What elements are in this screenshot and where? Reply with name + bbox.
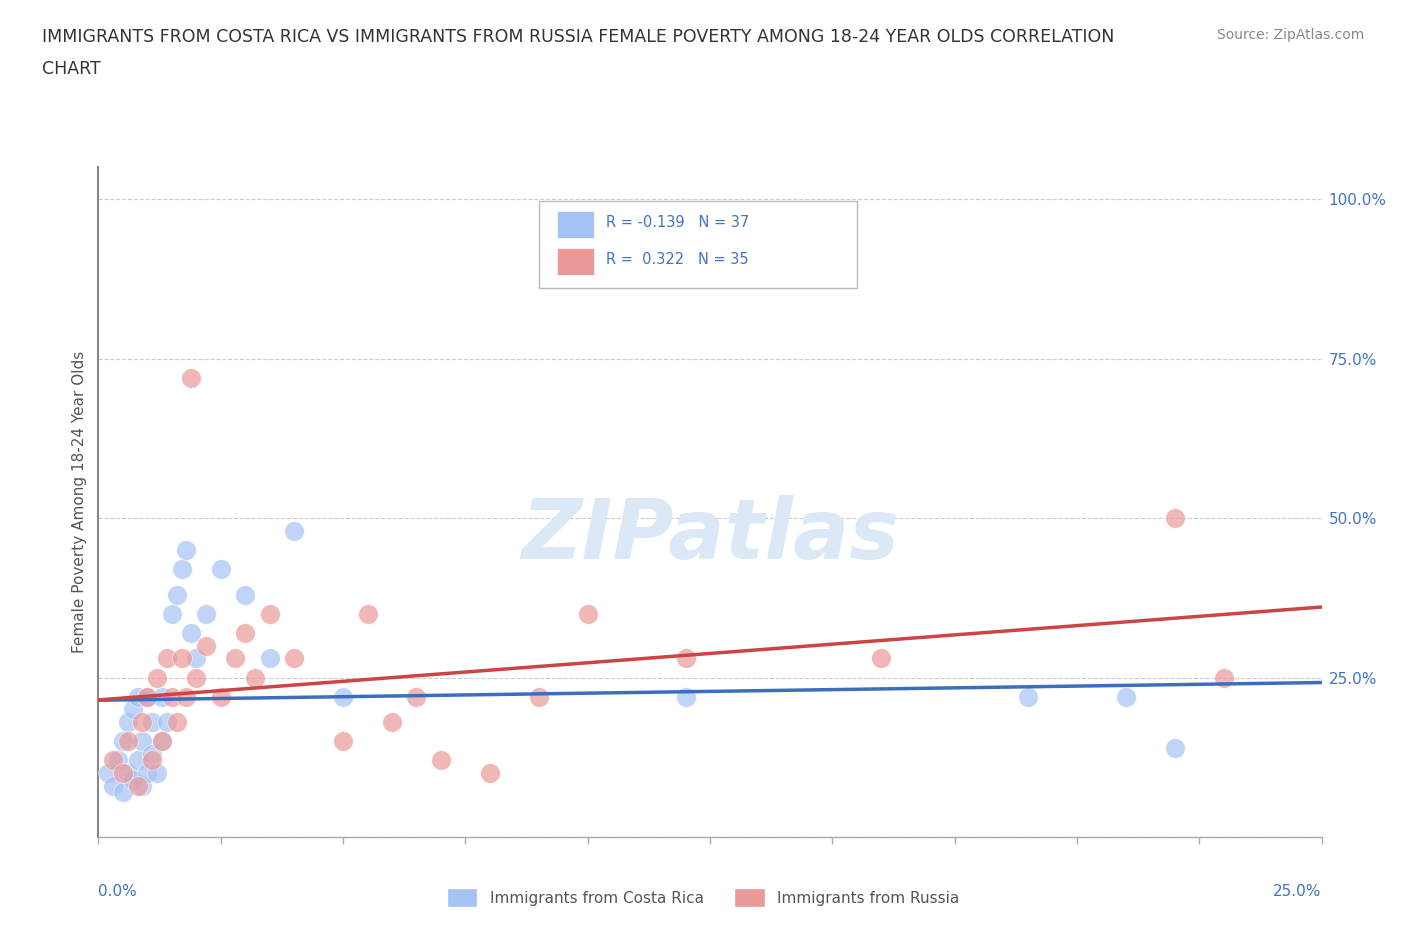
Text: ZIPatlas: ZIPatlas	[522, 495, 898, 577]
Point	[160, 689, 183, 704]
Point	[166, 587, 188, 602]
Point	[117, 765, 139, 780]
Point	[131, 778, 153, 793]
Point	[166, 715, 188, 730]
Text: 25.0%: 25.0%	[1274, 884, 1322, 899]
Point	[675, 689, 697, 704]
Point	[121, 702, 143, 717]
Point	[283, 651, 305, 666]
Point	[176, 689, 198, 704]
Point	[405, 689, 427, 704]
Point	[186, 671, 208, 685]
Point	[527, 689, 550, 704]
Text: 0.0%: 0.0%	[98, 884, 138, 899]
Text: CHART: CHART	[42, 60, 101, 78]
Point	[233, 587, 256, 602]
Point	[111, 734, 134, 749]
Point	[117, 734, 139, 749]
Point	[111, 785, 134, 800]
Point	[180, 370, 202, 385]
Bar	[557, 211, 593, 238]
Point	[101, 778, 124, 793]
Point	[170, 651, 193, 666]
Point	[870, 651, 893, 666]
Point	[146, 671, 169, 685]
Point	[1115, 689, 1137, 704]
Point	[332, 689, 354, 704]
Point	[209, 562, 232, 577]
Text: IMMIGRANTS FROM COSTA RICA VS IMMIGRANTS FROM RUSSIA FEMALE POVERTY AMONG 18-24 : IMMIGRANTS FROM COSTA RICA VS IMMIGRANTS…	[42, 28, 1115, 46]
Point	[430, 753, 453, 768]
Bar	[557, 247, 593, 274]
Point	[107, 753, 129, 768]
Y-axis label: Female Poverty Among 18-24 Year Olds: Female Poverty Among 18-24 Year Olds	[72, 352, 87, 654]
Point	[259, 606, 281, 621]
Point	[1164, 740, 1187, 755]
Point	[141, 715, 163, 730]
Point	[209, 689, 232, 704]
Point	[170, 562, 193, 577]
Point	[195, 606, 218, 621]
Point	[381, 715, 404, 730]
Point	[141, 747, 163, 762]
Point	[356, 606, 378, 621]
Point	[1017, 689, 1039, 704]
Point	[1164, 511, 1187, 525]
Point	[233, 626, 256, 641]
Point	[136, 689, 159, 704]
Point	[176, 542, 198, 557]
Point	[141, 753, 163, 768]
Point	[243, 671, 266, 685]
Point	[150, 734, 173, 749]
Point	[478, 765, 501, 780]
Text: R = -0.139   N = 37: R = -0.139 N = 37	[606, 216, 749, 231]
Point	[121, 772, 143, 787]
Point	[127, 689, 149, 704]
Point	[136, 689, 159, 704]
Legend: Immigrants from Costa Rica, Immigrants from Russia: Immigrants from Costa Rica, Immigrants f…	[440, 883, 966, 913]
Point	[117, 715, 139, 730]
Point	[675, 651, 697, 666]
Point	[224, 651, 246, 666]
Point	[180, 626, 202, 641]
Point	[156, 651, 179, 666]
Point	[127, 778, 149, 793]
Point	[1212, 671, 1234, 685]
Point	[150, 734, 173, 749]
Point	[146, 765, 169, 780]
Point	[131, 715, 153, 730]
Point	[127, 753, 149, 768]
Point	[576, 606, 599, 621]
Point	[97, 765, 120, 780]
Point	[156, 715, 179, 730]
Point	[283, 524, 305, 538]
Point	[111, 765, 134, 780]
Point	[101, 753, 124, 768]
Point	[195, 638, 218, 653]
Point	[186, 651, 208, 666]
Point	[131, 734, 153, 749]
Text: R =  0.322   N = 35: R = 0.322 N = 35	[606, 252, 748, 267]
Point	[332, 734, 354, 749]
Point	[259, 651, 281, 666]
Point	[160, 606, 183, 621]
Point	[150, 689, 173, 704]
Text: Source: ZipAtlas.com: Source: ZipAtlas.com	[1216, 28, 1364, 42]
Point	[136, 765, 159, 780]
FancyBboxPatch shape	[538, 201, 856, 288]
